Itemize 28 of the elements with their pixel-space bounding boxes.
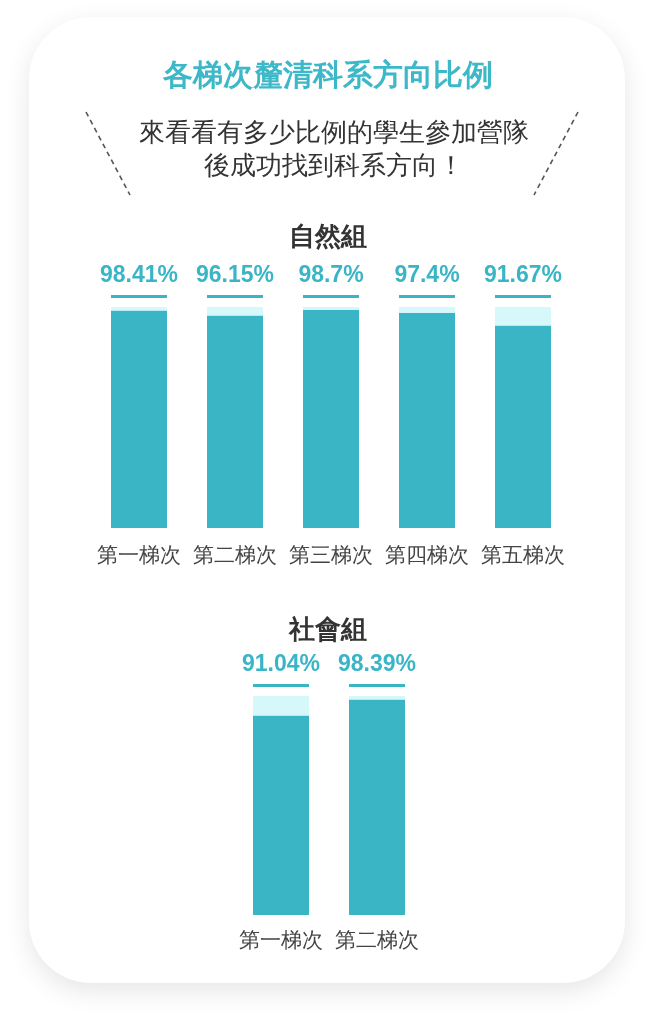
bar [495, 325, 551, 528]
x-tick-label: 第一梯次 [239, 927, 323, 952]
bar [303, 309, 359, 528]
data-label: 98.41% [99, 261, 179, 287]
x-tick-label: 第五梯次 [481, 542, 565, 567]
data-label: 91.04% [241, 650, 321, 676]
bar [399, 312, 455, 528]
chart-title: 社會組 [287, 614, 367, 644]
bar [495, 307, 551, 326]
bar [111, 310, 167, 528]
data-label: 98.39% [337, 650, 417, 676]
x-tick-label: 第三梯次 [289, 542, 373, 567]
chart-title: 自然組 [288, 221, 367, 251]
x-tick-label: 第二梯次 [335, 927, 419, 952]
text: 來看看有多少比例的學生參加營隊後成功找到科系方向！ [137, 116, 530, 182]
x-tick-label: 第二梯次 [193, 542, 277, 567]
x-tick-label: 第一梯次 [97, 542, 181, 567]
text: 各梯次釐清科系方向比例 [163, 57, 493, 93]
data-label: 91.67% [483, 261, 563, 287]
bar [207, 315, 263, 528]
bar [399, 307, 455, 313]
data-label: 96.15% [195, 261, 275, 287]
x-tick-label: 第四梯次 [385, 542, 469, 567]
data-label: 98.7% [298, 261, 364, 287]
bar [303, 307, 359, 310]
data-label: 97.4% [394, 261, 460, 287]
bar [111, 307, 167, 311]
bar [207, 307, 263, 316]
